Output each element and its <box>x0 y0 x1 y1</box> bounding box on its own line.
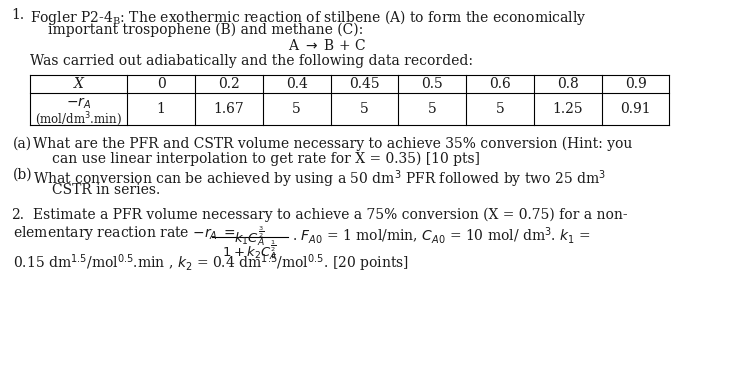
Text: can use linear interpolation to get rate for X = 0.35) [10 pts]: can use linear interpolation to get rate… <box>52 152 480 166</box>
Text: 5: 5 <box>360 102 369 116</box>
Text: 0.91: 0.91 <box>620 102 651 116</box>
Text: 0.8: 0.8 <box>557 77 579 91</box>
Text: 0.6: 0.6 <box>489 77 511 91</box>
Text: 5: 5 <box>428 102 436 116</box>
Text: $1+k_2 C_A^{\frac{1}{2}}$: $1+k_2 C_A^{\frac{1}{2}}$ <box>222 238 278 261</box>
Text: 0.9: 0.9 <box>625 77 646 91</box>
Text: (a): (a) <box>13 137 32 151</box>
Text: 0.15 dm$^{1.5}$/mol$^{0.5}$.min , $k_2$ = 0.4 dm$^{1.5}$/mol$^{0.5}$. [20 points: 0.15 dm$^{1.5}$/mol$^{0.5}$.min , $k_2$ … <box>13 252 409 274</box>
Text: $k_1 C_A^{\frac{3}{2}}$: $k_1 C_A^{\frac{3}{2}}$ <box>234 224 265 248</box>
Text: 1.67: 1.67 <box>213 102 245 116</box>
Text: 1.: 1. <box>11 8 24 22</box>
Text: What are the PFR and CSTR volume necessary to achieve 35% conversion (Hint: you: What are the PFR and CSTR volume necessa… <box>33 137 633 151</box>
Text: $-r_A$: $-r_A$ <box>66 96 91 111</box>
Text: What conversion can be achieved by using a 50 dm$^3$ PFR followed by two 25 dm$^: What conversion can be achieved by using… <box>33 168 606 190</box>
Text: 0: 0 <box>156 77 165 91</box>
Text: Estimate a PFR volume necessary to achieve a 75% conversion (X = 0.75) for a non: Estimate a PFR volume necessary to achie… <box>33 208 628 222</box>
Text: Was carried out adiabatically and the following data recorded:: Was carried out adiabatically and the fo… <box>30 54 473 68</box>
Text: X: X <box>73 77 84 91</box>
Text: 5: 5 <box>292 102 301 116</box>
Text: elementary reaction rate $-r_A\;=$: elementary reaction rate $-r_A\;=$ <box>13 224 236 242</box>
Text: Fogler P2-4$_{\mathregular{B}}$: The exothermic reaction of stilbene (A) to form: Fogler P2-4$_{\mathregular{B}}$: The exo… <box>30 8 586 27</box>
Text: 0.5: 0.5 <box>422 77 443 91</box>
Text: (mol/dm$^3$.min): (mol/dm$^3$.min) <box>35 110 122 128</box>
Text: 0.45: 0.45 <box>349 77 379 91</box>
Text: important trospophene (B) and methane (C):: important trospophene (B) and methane (C… <box>48 23 364 37</box>
Text: 0.4: 0.4 <box>286 77 308 91</box>
Text: 1.25: 1.25 <box>553 102 583 116</box>
Text: CSTR in series.: CSTR in series. <box>52 183 160 197</box>
Text: 2.: 2. <box>11 208 24 222</box>
Text: 1: 1 <box>156 102 165 116</box>
Text: (b): (b) <box>13 168 33 182</box>
Text: . $F_{A0}$ = 1 mol/min, $C_{A0}$ = 10 mol/ dm$^3$. $k_1$ =: . $F_{A0}$ = 1 mol/min, $C_{A0}$ = 10 mo… <box>291 225 591 245</box>
Text: 0.2: 0.2 <box>218 77 240 91</box>
Text: 5: 5 <box>496 102 505 116</box>
Text: A $\rightarrow$ B + C: A $\rightarrow$ B + C <box>288 38 366 53</box>
